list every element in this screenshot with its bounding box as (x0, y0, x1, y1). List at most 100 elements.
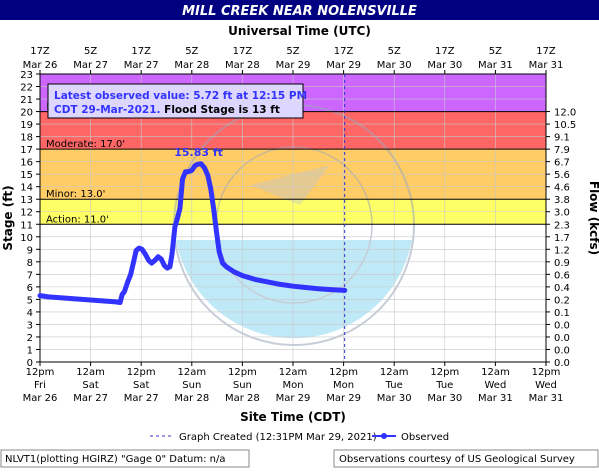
chart-title: MILL CREEK NEAR NOLENSVILLE (182, 4, 417, 19)
top-tick-date-7: Mar 30 (377, 60, 412, 71)
y-tick-label-2: 2 (27, 333, 33, 344)
footer-left-box (0, 449, 250, 468)
y-tick-label-21: 21 (20, 95, 33, 106)
bottom-tick-time-9: 12am (481, 367, 510, 378)
top-tick-time-7: 5Z (388, 46, 401, 57)
y-tick-label-0: 0 (27, 358, 33, 369)
y2-tick-label-18: 9.1 (554, 133, 570, 144)
footer-datum: NLVT1(plotting HGIRZ) "Gage 0" Datum: n/… (5, 454, 226, 465)
threshold-label-minor: Minor: 13.0' (46, 189, 105, 200)
y-tick-label-5: 5 (27, 295, 33, 306)
y2-tick-label-1: 0.0 (554, 345, 570, 356)
legend-observed-label: Observed (401, 432, 449, 443)
top-tick-time-8: 17Z (435, 46, 455, 57)
top-tick-date-4: Mar 28 (225, 60, 260, 71)
y-tick-label-14: 14 (20, 183, 33, 194)
top-tick-time-6: 17Z (334, 46, 354, 57)
legend-created-label: Graph Created (12:31PM Mar 29, 2021) (179, 432, 377, 443)
y2-tick-label-16: 6.7 (554, 158, 570, 169)
threshold-label-moderate: Moderate: 17.0' (46, 139, 125, 150)
bottom-tick-time-3: 12am (178, 367, 207, 378)
bottom-tick-time-7: 12am (380, 367, 409, 378)
top-tick-date-3: Mar 28 (174, 60, 209, 71)
latest-value-box: Latest observed value: 5.72 ft at 12:15 … (47, 83, 307, 119)
info-line-2-date: CDT 29-Mar-2021. (54, 104, 161, 116)
top-tick-time-5: 5Z (286, 46, 299, 57)
y-tick-label-3: 3 (27, 320, 33, 331)
bottom-tick-date-9: Mar 31 (478, 393, 513, 404)
threshold-label-action: Action: 11.0' (46, 214, 109, 225)
top-tick-time-0: 17Z (30, 46, 50, 57)
top-tick-date-9: Mar 31 (478, 60, 513, 71)
legend-observed-marker (381, 433, 387, 439)
info-line-2-flood: Flood Stage is 13 ft (161, 104, 280, 116)
y2-tick-label-14: 4.6 (554, 183, 570, 194)
info-box-frame (47, 83, 304, 119)
y-tick-label-23: 23 (20, 70, 33, 81)
bottom-tick-date-1: Mar 27 (73, 393, 108, 404)
y2-tick-label-3: 0.0 (554, 320, 570, 331)
top-tick-time-2: 17Z (131, 46, 151, 57)
y2-axis-ticks: 0.00.00.00.00.10.20.40.60.91.21.72.33.03… (546, 108, 576, 369)
y2-tick-label-2: 0.0 (554, 333, 570, 344)
bottom-tick-date-6: Mar 29 (326, 393, 361, 404)
bottom-tick-date-7: Mar 30 (377, 393, 412, 404)
y-tick-label-11: 11 (20, 220, 33, 231)
y-tick-label-4: 4 (27, 308, 33, 319)
y2-tick-label-15: 5.6 (554, 170, 570, 181)
info-line-2: CDT 29-Mar-2021. Flood Stage is 13 ft (54, 104, 280, 116)
bottom-tick-day-10: Wed (535, 380, 557, 391)
series-last-point-0 (342, 287, 348, 293)
top-tick-time-4: 17Z (233, 46, 253, 57)
bottom-tick-time-10: 12pm (532, 367, 561, 378)
y2-tick-label-20: 12.0 (554, 108, 576, 119)
bottom-tick-time-4: 12pm (228, 367, 257, 378)
bottom-tick-date-2: Mar 27 (124, 393, 159, 404)
y2-tick-label-12: 3.0 (554, 208, 570, 219)
bottom-tick-date-10: Mar 31 (529, 393, 564, 404)
top-tick-time-1: 5Z (84, 46, 97, 57)
y2-tick-label-5: 0.2 (554, 295, 570, 306)
y2-tick-label-10: 1.7 (554, 233, 570, 244)
x-axis-title: Site Time (CDT) (240, 410, 346, 424)
y-tick-label-22: 22 (20, 83, 33, 94)
top-tick-date-1: Mar 27 (73, 60, 108, 71)
bottom-tick-day-1: Sat (82, 380, 98, 391)
top-tick-time-9: 5Z (489, 46, 502, 57)
legend: Graph Created (12:31PM Mar 29, 2021) Obs… (150, 432, 449, 443)
peak-label: 15.83 ft (174, 146, 223, 159)
bottom-tick-date-3: Mar 28 (174, 393, 209, 404)
bottom-tick-time-6: 12pm (329, 367, 358, 378)
info-line-1: Latest observed value: 5.72 ft at 12:15 … (54, 90, 307, 102)
top-tick-date-0: Mar 26 (23, 60, 58, 71)
top-tick-date-8: Mar 30 (427, 60, 462, 71)
y2-axis-title: Flow (kcfs) (587, 181, 599, 255)
bottom-tick-date-0: Mar 26 (23, 393, 58, 404)
y2-tick-label-19: 10.5 (554, 120, 576, 131)
bottom-tick-time-5: 12am (279, 367, 308, 378)
bottom-tick-day-9: Wed (484, 380, 506, 391)
bottom-tick-time-2: 12pm (127, 367, 156, 378)
top-tick-date-5: Mar 29 (276, 60, 311, 71)
y-tick-label-1: 1 (27, 345, 33, 356)
top-tick-time-3: 5Z (185, 46, 198, 57)
bottom-tick-day-7: Tue (385, 380, 403, 391)
bottom-axis-ticks: 12pm Fri Mar 26 12am Sat Mar 27 12pm Sat Mar 27 1… (23, 362, 564, 404)
bottom-tick-day-5: Mon (282, 380, 303, 391)
bottom-tick-date-5: Mar 29 (276, 393, 311, 404)
top-tick-date-6: Mar 29 (326, 60, 361, 71)
y-tick-label-9: 9 (27, 245, 33, 256)
y-tick-label-10: 10 (20, 233, 33, 244)
y2-tick-label-13: 3.8 (554, 195, 570, 206)
y2-tick-label-9: 1.2 (554, 245, 570, 256)
footer-credit: Observations courtesy of US Geological S… (339, 454, 575, 465)
y2-tick-label-0: 0.0 (554, 358, 570, 369)
y-tick-label-15: 15 (20, 170, 33, 181)
y-tick-label-12: 12 (20, 208, 33, 219)
top-axis-title: Universal Time (UTC) (228, 24, 371, 38)
bottom-tick-day-3: Sun (182, 380, 201, 391)
bottom-tick-time-8: 12pm (430, 367, 459, 378)
y2-tick-label-17: 7.9 (554, 145, 570, 156)
